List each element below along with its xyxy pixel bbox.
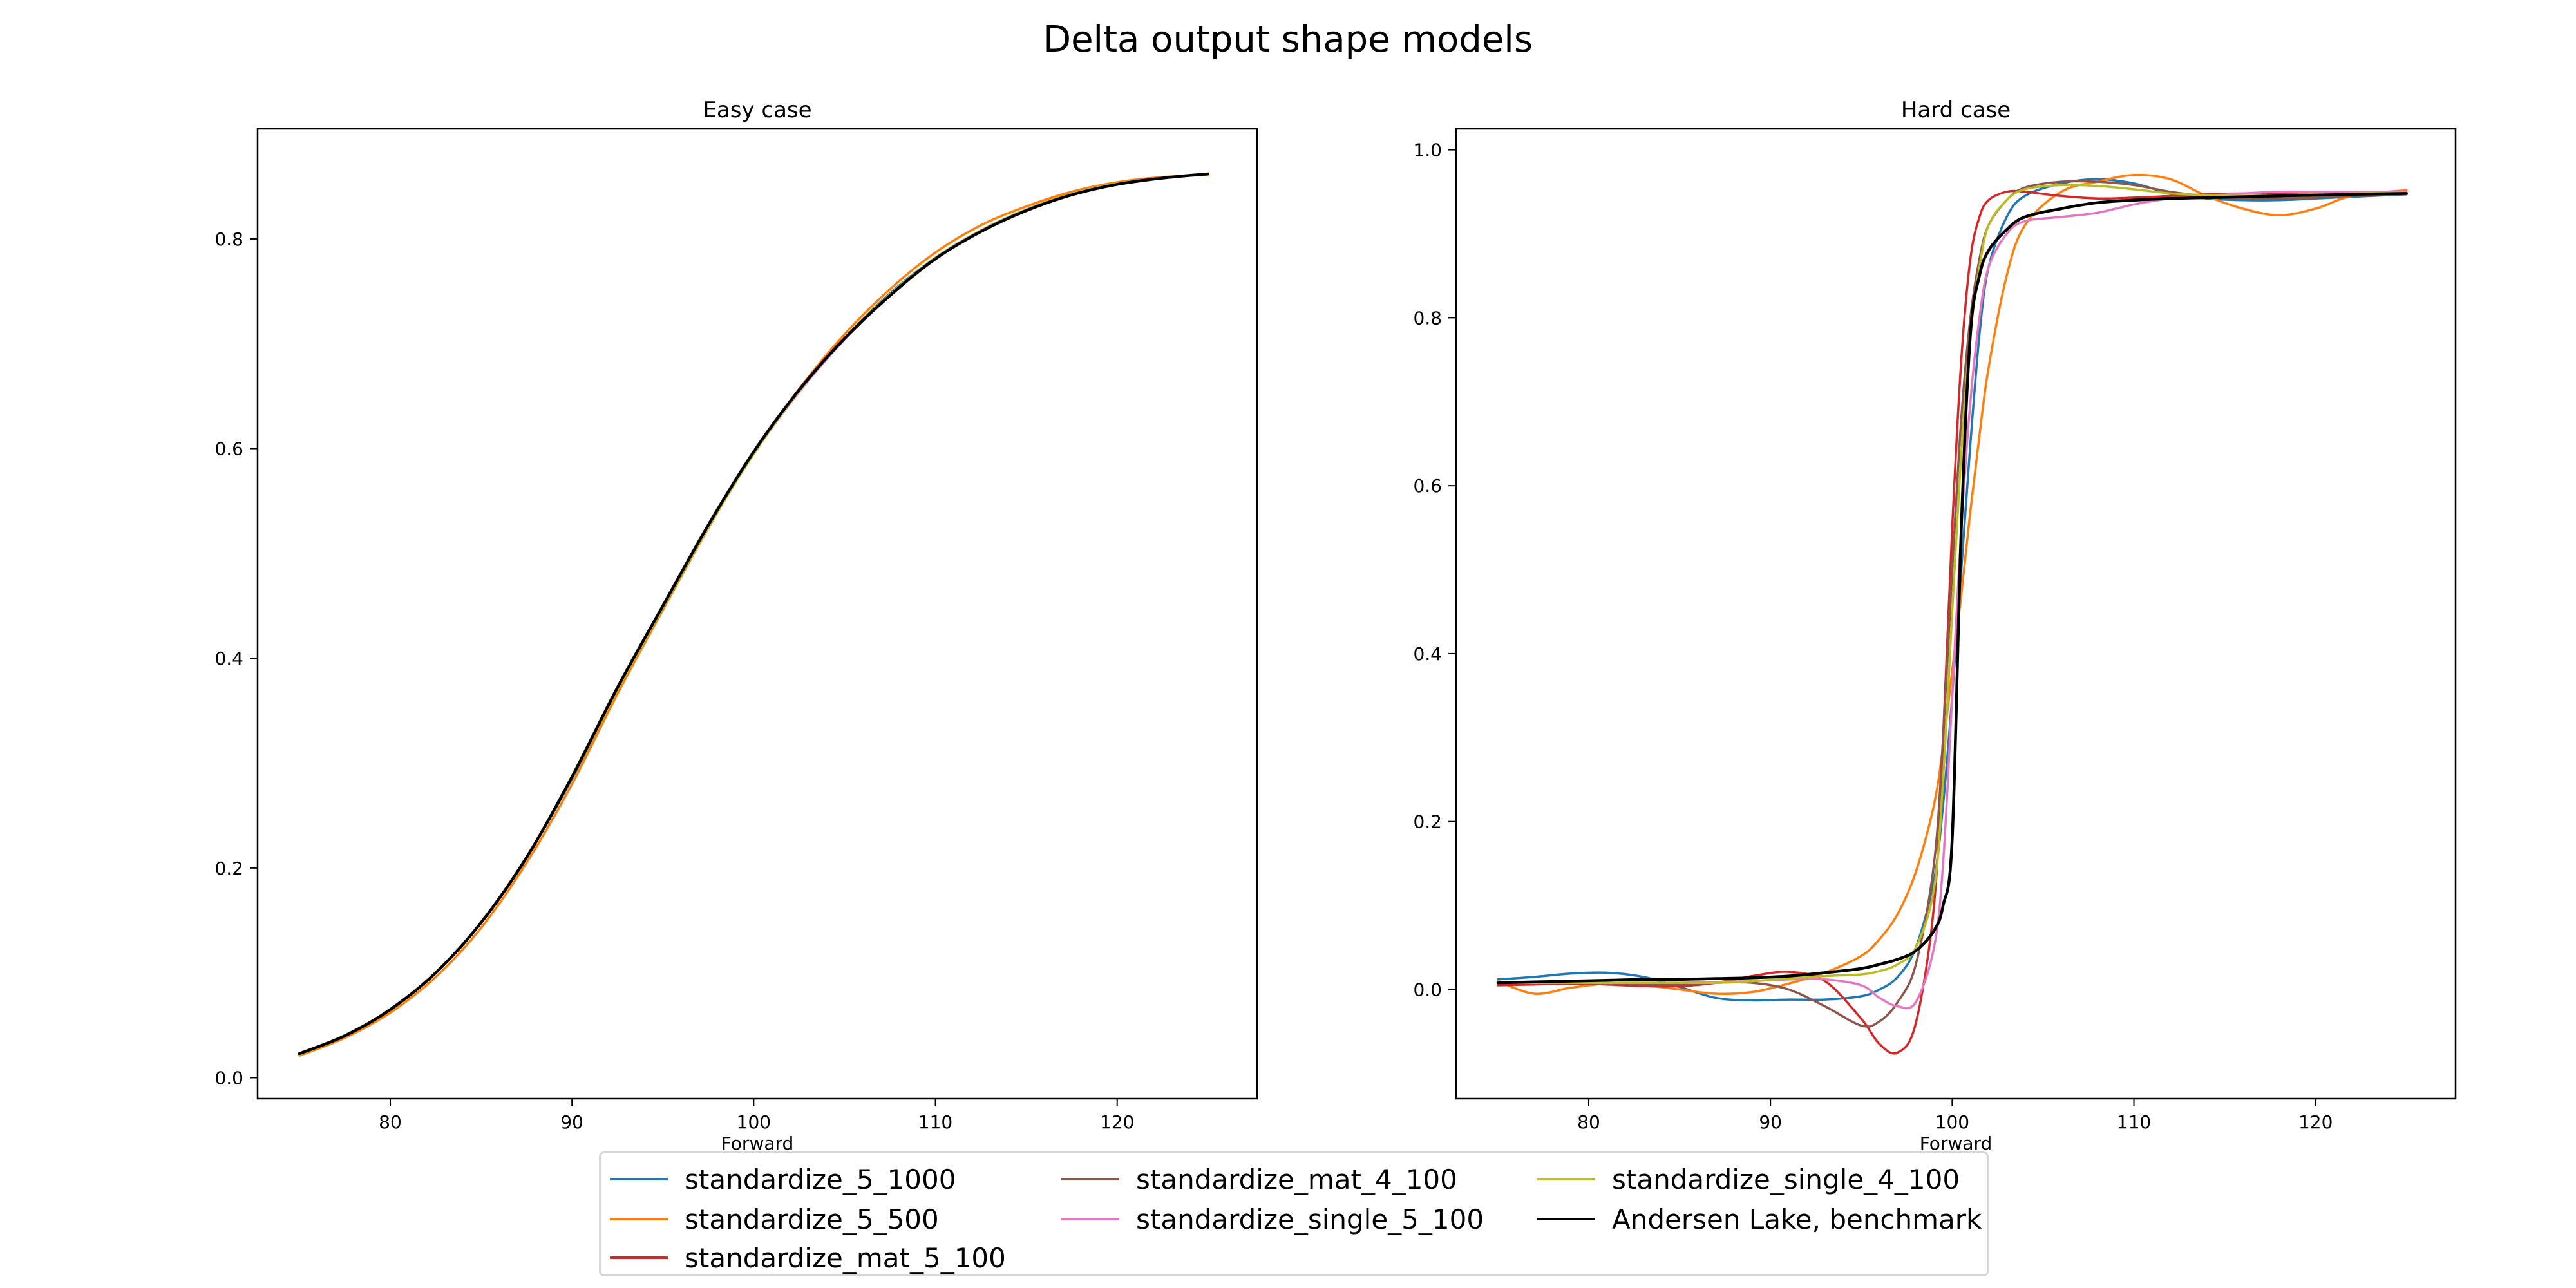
figure-title: Delta output shape models [1043,19,1533,61]
series-hard-case [1496,173,2409,1055]
y-tick-label: 0.6 [214,439,243,460]
series-line-standardize-mat-5-100 [298,173,1209,1056]
legend-label: standardize_single_4_100 [1612,1163,1960,1195]
x-tick-label: 90 [560,1112,583,1133]
legend-swatch [610,1256,668,1259]
legend-label: standardize_mat_4_100 [1136,1163,1457,1195]
axes-frame-easy-case [256,128,1258,1100]
series-line-andersen-lake-benchmark [298,172,1210,1056]
legend-item-standardize-single-5-100: standardize_single_5_100 [1061,1201,1484,1237]
legend-label: standardize_mat_5_100 [685,1242,1006,1274]
y-tick-label: 0.2 [214,858,243,879]
series-line-standardize-mat-4-100 [298,173,1209,1056]
legend-item-standardize-mat-4-100: standardize_mat_4_100 [1061,1161,1457,1197]
panel-easy-case: Easy case 80 90 100 110 120 0.0 0.2 0.4 0.6 0.8 F… [214,97,1258,1154]
y-tick-label: 0.0 [1413,979,1442,1000]
y-tick-label: 1.0 [1413,140,1442,161]
legend-swatch [610,1178,668,1180]
x-tick-label: 100 [1935,1112,1969,1133]
legend-swatch [610,1218,668,1220]
x-axis-label-easy-case: Forward [721,1133,794,1154]
legend-swatch [1061,1218,1119,1220]
legend-item-andersen-lake-benchmark: Andersen Lake, benchmark [1537,1201,1982,1237]
x-tick-label: 110 [2117,1112,2151,1133]
legend-label: standardize_5_1000 [685,1163,956,1195]
legend: standardize_5_1000 standardize_5_500 sta… [599,1151,1989,1276]
series-line-standardize-5-1000 [298,173,1209,1055]
ticks-hard-case: 80 90 100 110 120 0.0 0.2 0.4 0.6 0.8 1.0 [1413,140,2333,1133]
y-tick-label: 0.0 [214,1067,243,1088]
ticks-easy-case: 80 90 100 110 120 0.0 0.2 0.4 0.6 0.8 [214,229,1134,1133]
y-tick-label: 0.4 [1413,643,1442,665]
panel-title-easy-case: Easy case [703,97,811,123]
x-tick-label: 90 [1759,1112,1782,1133]
y-tick-label: 0.8 [214,229,243,250]
panel-hard-case: Hard case 80 90 100 110 120 0.0 0.2 0.4 0.6 0.8 1.… [1413,97,2457,1154]
series-line-standardize-5-500 [298,173,1209,1057]
legend-item-standardize-mat-5-100: standardize_mat_5_100 [610,1240,1006,1276]
x-tick-label: 120 [2298,1112,2333,1133]
legend-swatch [1537,1178,1595,1180]
series-line-standardize-single-4-100 [1497,184,2408,985]
y-tick-label: 0.8 [1413,307,1442,328]
series-line-andersen-lake-benchmark [1496,192,2409,985]
series-line-standardize-single-5-100 [298,173,1209,1056]
legend-item-standardize-5-1000: standardize_5_1000 [610,1161,956,1197]
legend-swatch [1537,1218,1595,1220]
x-tick-label: 80 [379,1112,402,1133]
x-axis-label-hard-case: Forward [1920,1133,1993,1154]
series-line-standardize-single-4-100 [298,173,1209,1056]
y-tick-label: 0.6 [1413,475,1442,497]
legend-label: standardize_5_500 [685,1203,939,1235]
panel-title-hard-case: Hard case [1901,97,2011,123]
y-tick-label: 0.2 [1413,811,1442,833]
x-tick-label: 120 [1100,1112,1134,1133]
legend-item-standardize-single-4-100: standardize_single_4_100 [1537,1161,1960,1197]
x-tick-label: 110 [918,1112,952,1133]
series-easy-case [298,172,1210,1057]
legend-swatch [1061,1178,1119,1180]
y-tick-label: 0.4 [214,648,243,669]
legend-label: Andersen Lake, benchmark [1612,1203,1982,1235]
legend-label: standardize_single_5_100 [1136,1203,1484,1235]
x-tick-label: 80 [1577,1112,1600,1133]
axes-frame-hard-case [1455,128,2457,1100]
legend-item-standardize-5-500: standardize_5_500 [610,1201,939,1237]
x-tick-label: 100 [737,1112,771,1133]
